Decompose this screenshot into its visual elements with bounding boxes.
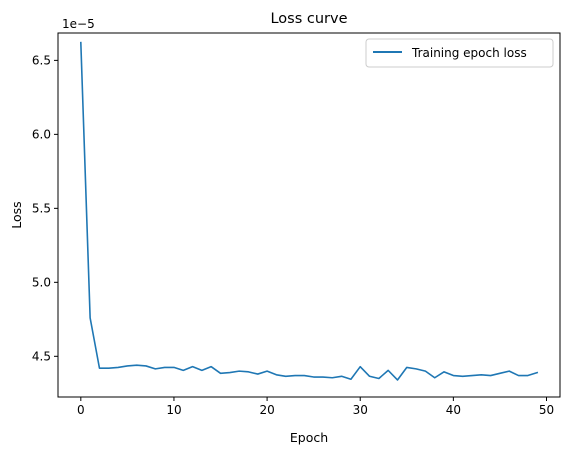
legend-label: Training epoch loss bbox=[411, 46, 527, 60]
x-tick-label: 0 bbox=[77, 403, 85, 417]
x-tick-label: 30 bbox=[353, 403, 368, 417]
y-tick-label: 6.0 bbox=[32, 127, 51, 141]
y-tick-label: 5.0 bbox=[32, 275, 51, 289]
y-scale-label: 1e−5 bbox=[62, 17, 95, 31]
x-axis-label: Epoch bbox=[290, 430, 328, 445]
y-axis-label: Loss bbox=[9, 201, 24, 228]
chart-title: Loss curve bbox=[270, 11, 347, 27]
series-line bbox=[81, 43, 537, 380]
y-tick-label: 5.5 bbox=[32, 201, 51, 215]
y-tick-label: 4.5 bbox=[32, 349, 51, 363]
x-tick-label: 10 bbox=[166, 403, 181, 417]
x-tick-label: 50 bbox=[539, 403, 554, 417]
legend: Training epoch loss bbox=[366, 39, 553, 67]
x-tick-label: 40 bbox=[446, 403, 461, 417]
x-tick-label: 20 bbox=[259, 403, 274, 417]
plot-frame bbox=[58, 33, 560, 397]
series-layer bbox=[81, 43, 538, 381]
ticks-layer: 0 10 20 30 40 50 4.5 5.0 5.5 6.0 6.5 bbox=[32, 53, 554, 417]
y-tick-label: 6.5 bbox=[32, 53, 51, 67]
